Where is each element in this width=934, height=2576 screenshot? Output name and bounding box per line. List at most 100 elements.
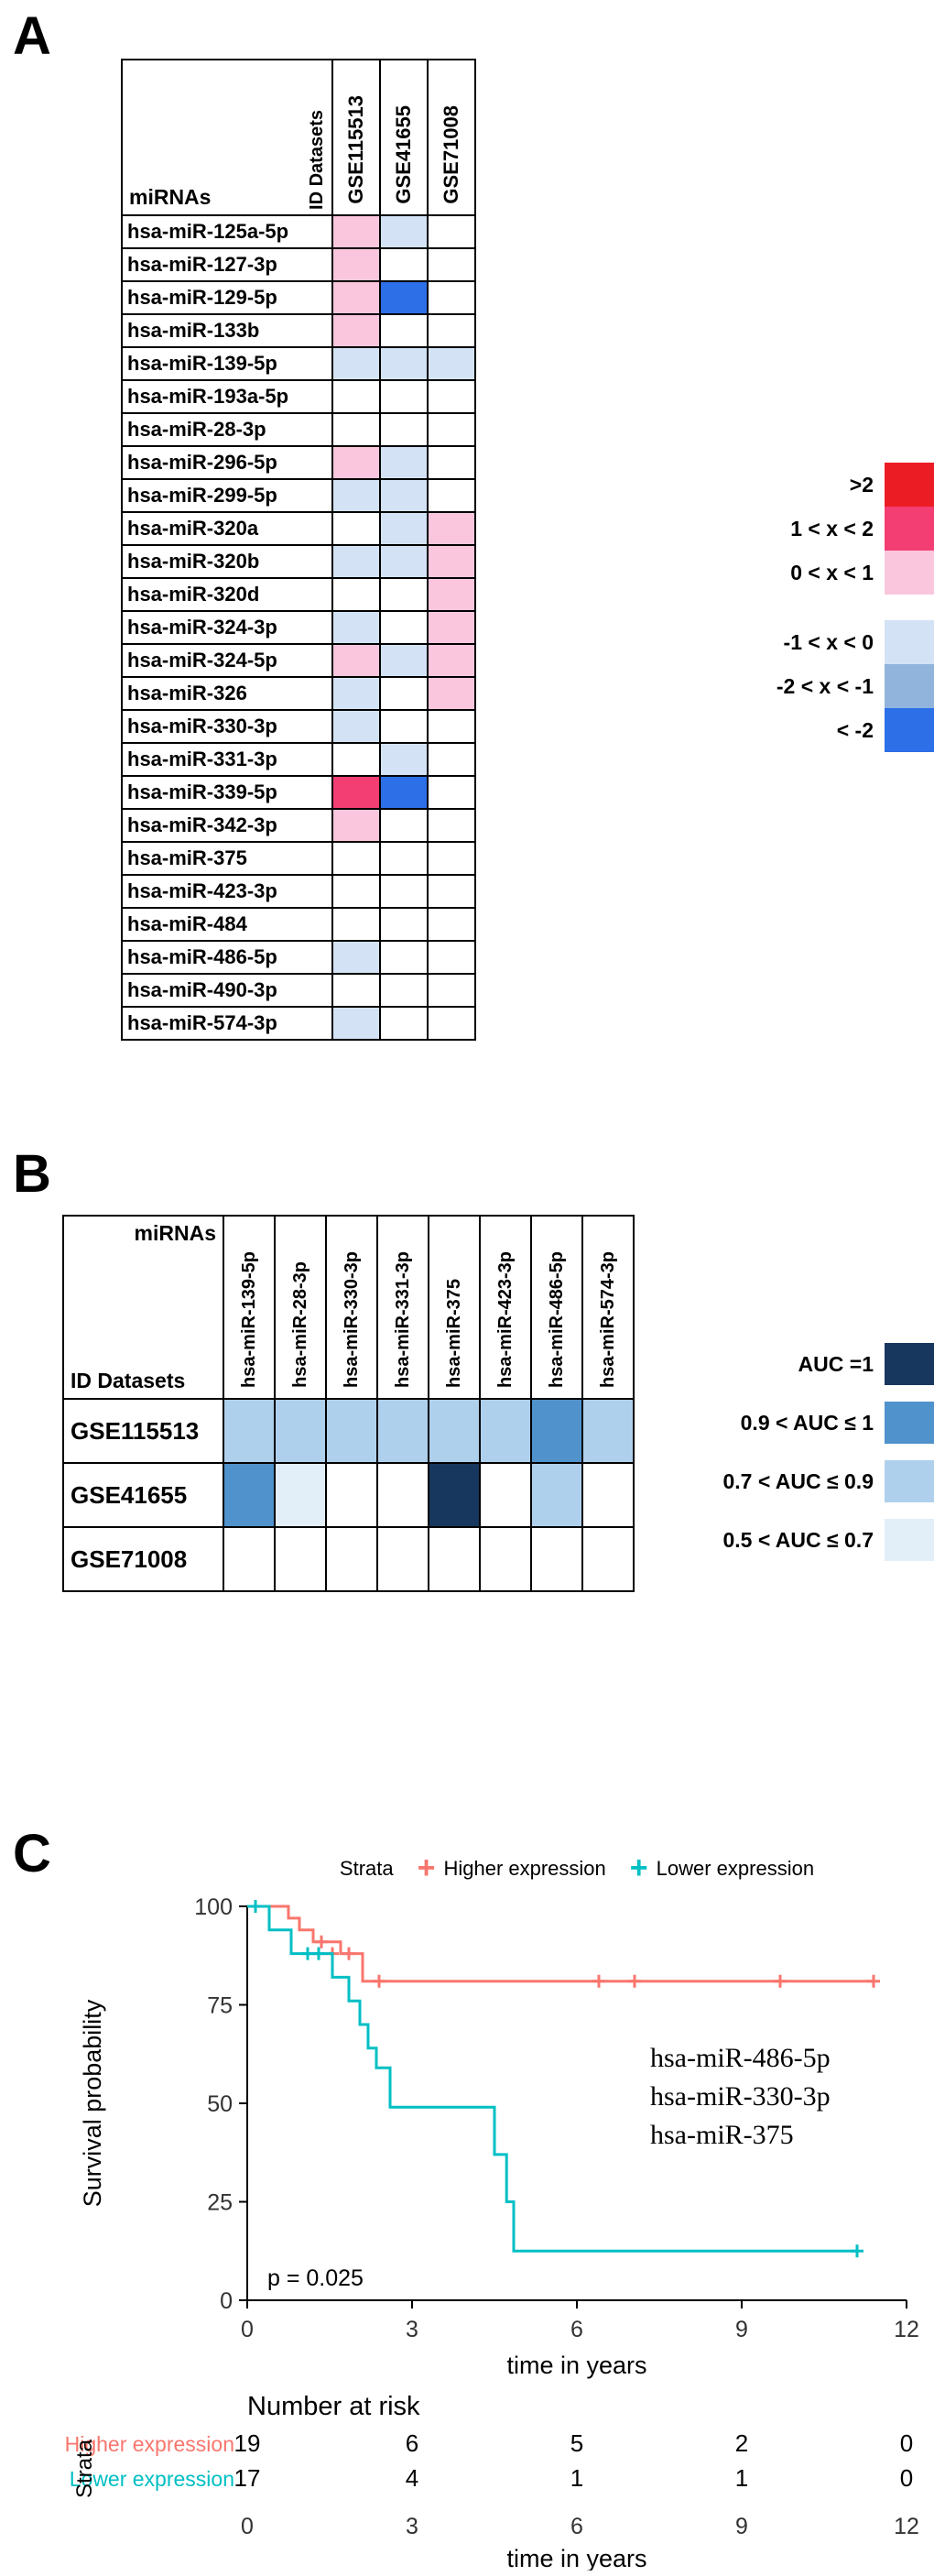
auc-cell xyxy=(274,1398,327,1464)
expression-cell xyxy=(427,379,476,414)
risk-count: 19 xyxy=(234,2429,261,2457)
expression-cell xyxy=(331,379,381,414)
risk-time-label: 9 xyxy=(735,2514,748,2539)
auc-cell xyxy=(530,1398,583,1464)
expression-cell xyxy=(331,247,381,282)
panel-a-legend: >2 1 < x < 2 0 < x < 1 -1 < x < 0 -2 < x < -… xyxy=(681,463,934,778)
mirna-column-header: hsa-miR-423-3p xyxy=(479,1215,532,1400)
expression-cell xyxy=(331,214,381,249)
survival-legend: Strata + Higher expression + Lower expressio… xyxy=(238,1850,916,1885)
mirna-row: hsa-miR-423-3p xyxy=(121,874,476,909)
expression-cell xyxy=(379,478,429,513)
expression-cell xyxy=(427,874,476,909)
expression-cell xyxy=(331,775,381,810)
expression-cell xyxy=(331,643,381,678)
strata-legend-item-0: + Higher expression xyxy=(418,1852,606,1883)
auc-cell xyxy=(376,1462,429,1528)
expression-cell xyxy=(427,313,476,348)
mirna-name: hsa-miR-342-3p xyxy=(121,808,333,843)
risk-x-axis-title: time in years xyxy=(506,2545,646,2571)
mirna-row: hsa-miR-330-3p xyxy=(121,709,476,744)
legend-entry: -1 < x < 0 xyxy=(681,620,934,664)
x-tick-label: 12 xyxy=(894,2317,919,2342)
dataset-header: GSE41655 xyxy=(379,59,429,216)
mirna-name: hsa-miR-133b xyxy=(121,313,333,348)
strata-legend-label: Higher expression xyxy=(443,1856,606,1880)
mirna-name: hsa-miR-331-3p xyxy=(121,742,333,777)
mirna-column-header: hsa-miR-486-5p xyxy=(530,1215,583,1400)
legend-swatch xyxy=(885,664,934,708)
auc-cell xyxy=(581,1398,635,1464)
mirna-column-label: hsa-miR-331-3p xyxy=(392,1251,413,1388)
mirna-row: hsa-miR-127-3p xyxy=(121,247,476,282)
auc-cell xyxy=(274,1526,327,1592)
corner-cell: miRNAs ID Datasets xyxy=(62,1215,224,1400)
auc-cell xyxy=(223,1398,276,1464)
expression-cell xyxy=(331,874,381,909)
survival-curve-1 xyxy=(247,1905,857,2253)
expression-cell xyxy=(331,676,381,711)
mirna-name: hsa-miR-193a-5p xyxy=(121,379,333,414)
censor-plus-icon: + xyxy=(629,1850,648,1885)
expression-cell xyxy=(331,577,381,612)
auc-cell xyxy=(428,1526,481,1592)
expression-cell xyxy=(427,412,476,447)
expression-cell xyxy=(427,577,476,612)
legend-entry: -2 < x < -1 xyxy=(681,664,934,708)
survival-plot-wrap: 0 25 50 75 100 0 3 6 9 12 Survival probability time… xyxy=(64,1893,925,2572)
risk-count: 1 xyxy=(570,2464,583,2492)
auc-cell xyxy=(479,1398,532,1464)
mirna-name: hsa-miR-28-3p xyxy=(121,412,333,447)
expression-cell xyxy=(379,874,429,909)
expression-cell xyxy=(331,511,381,546)
expression-cell xyxy=(379,280,429,315)
risk-count: 5 xyxy=(570,2429,583,2457)
expression-cell xyxy=(427,841,476,876)
dataset-name: GSE41655 xyxy=(62,1462,224,1528)
dataset-name: GSE115513 xyxy=(62,1398,224,1464)
mirna-row: hsa-miR-139-5p xyxy=(121,346,476,381)
mirna-annotation-line: hsa-miR-486-5p xyxy=(650,2043,831,2073)
legend-swatch xyxy=(885,507,934,551)
mirnas-label: miRNAs xyxy=(134,1221,216,1245)
mirna-row: hsa-miR-28-3p xyxy=(121,412,476,447)
expression-cell xyxy=(427,544,476,579)
x-axis-title: time in years xyxy=(506,2352,646,2379)
id-datasets-label: ID Datasets xyxy=(307,110,327,210)
expression-cell xyxy=(379,544,429,579)
expression-cell xyxy=(379,379,429,414)
expression-cell xyxy=(331,478,381,513)
censor-mark xyxy=(851,2244,863,2258)
mirna-column-label: hsa-miR-486-5p xyxy=(546,1251,567,1388)
auc-cell xyxy=(530,1526,583,1592)
legend-entry: < -2 xyxy=(681,708,934,752)
expression-cell xyxy=(427,907,476,942)
panel-b-label: B xyxy=(13,1144,52,1204)
expression-cell xyxy=(379,313,429,348)
expression-cell xyxy=(427,1006,476,1041)
mirna-row: hsa-miR-125a-5p xyxy=(121,214,476,249)
auc-cell xyxy=(325,1526,378,1592)
mirna-row: hsa-miR-490-3p xyxy=(121,973,476,1008)
expression-cell xyxy=(379,346,429,381)
mirna-name: hsa-miR-324-5p xyxy=(121,643,333,678)
expression-cell xyxy=(379,841,429,876)
mirna-column-header: hsa-miR-28-3p xyxy=(274,1215,327,1400)
mirna-row: hsa-miR-375 xyxy=(121,841,476,876)
mirna-row: hsa-miR-324-3p xyxy=(121,610,476,645)
header-row: miRNAs ID Datasets hsa-miR-139-5p hsa-miR-2… xyxy=(62,1215,635,1400)
panel-c-label: C xyxy=(13,1824,52,1883)
expression-cell xyxy=(379,907,429,942)
expression-cell xyxy=(331,841,381,876)
legend-swatch xyxy=(885,708,934,752)
mirnas-label: miRNAs xyxy=(129,185,212,209)
mirna-column-label: hsa-miR-574-3p xyxy=(597,1251,618,1388)
dataset-row: GSE71008 xyxy=(62,1526,635,1592)
mirna-row: hsa-miR-331-3p xyxy=(121,742,476,777)
mirna-name: hsa-miR-139-5p xyxy=(121,346,333,381)
mirna-row: hsa-miR-574-3p xyxy=(121,1006,476,1041)
mirna-name: hsa-miR-320a xyxy=(121,511,333,546)
expression-cell xyxy=(331,544,381,579)
header-row: ID Datasets miRNAs GSE115513 GSE41655 GSE710… xyxy=(121,59,476,216)
expression-cell xyxy=(379,709,429,744)
